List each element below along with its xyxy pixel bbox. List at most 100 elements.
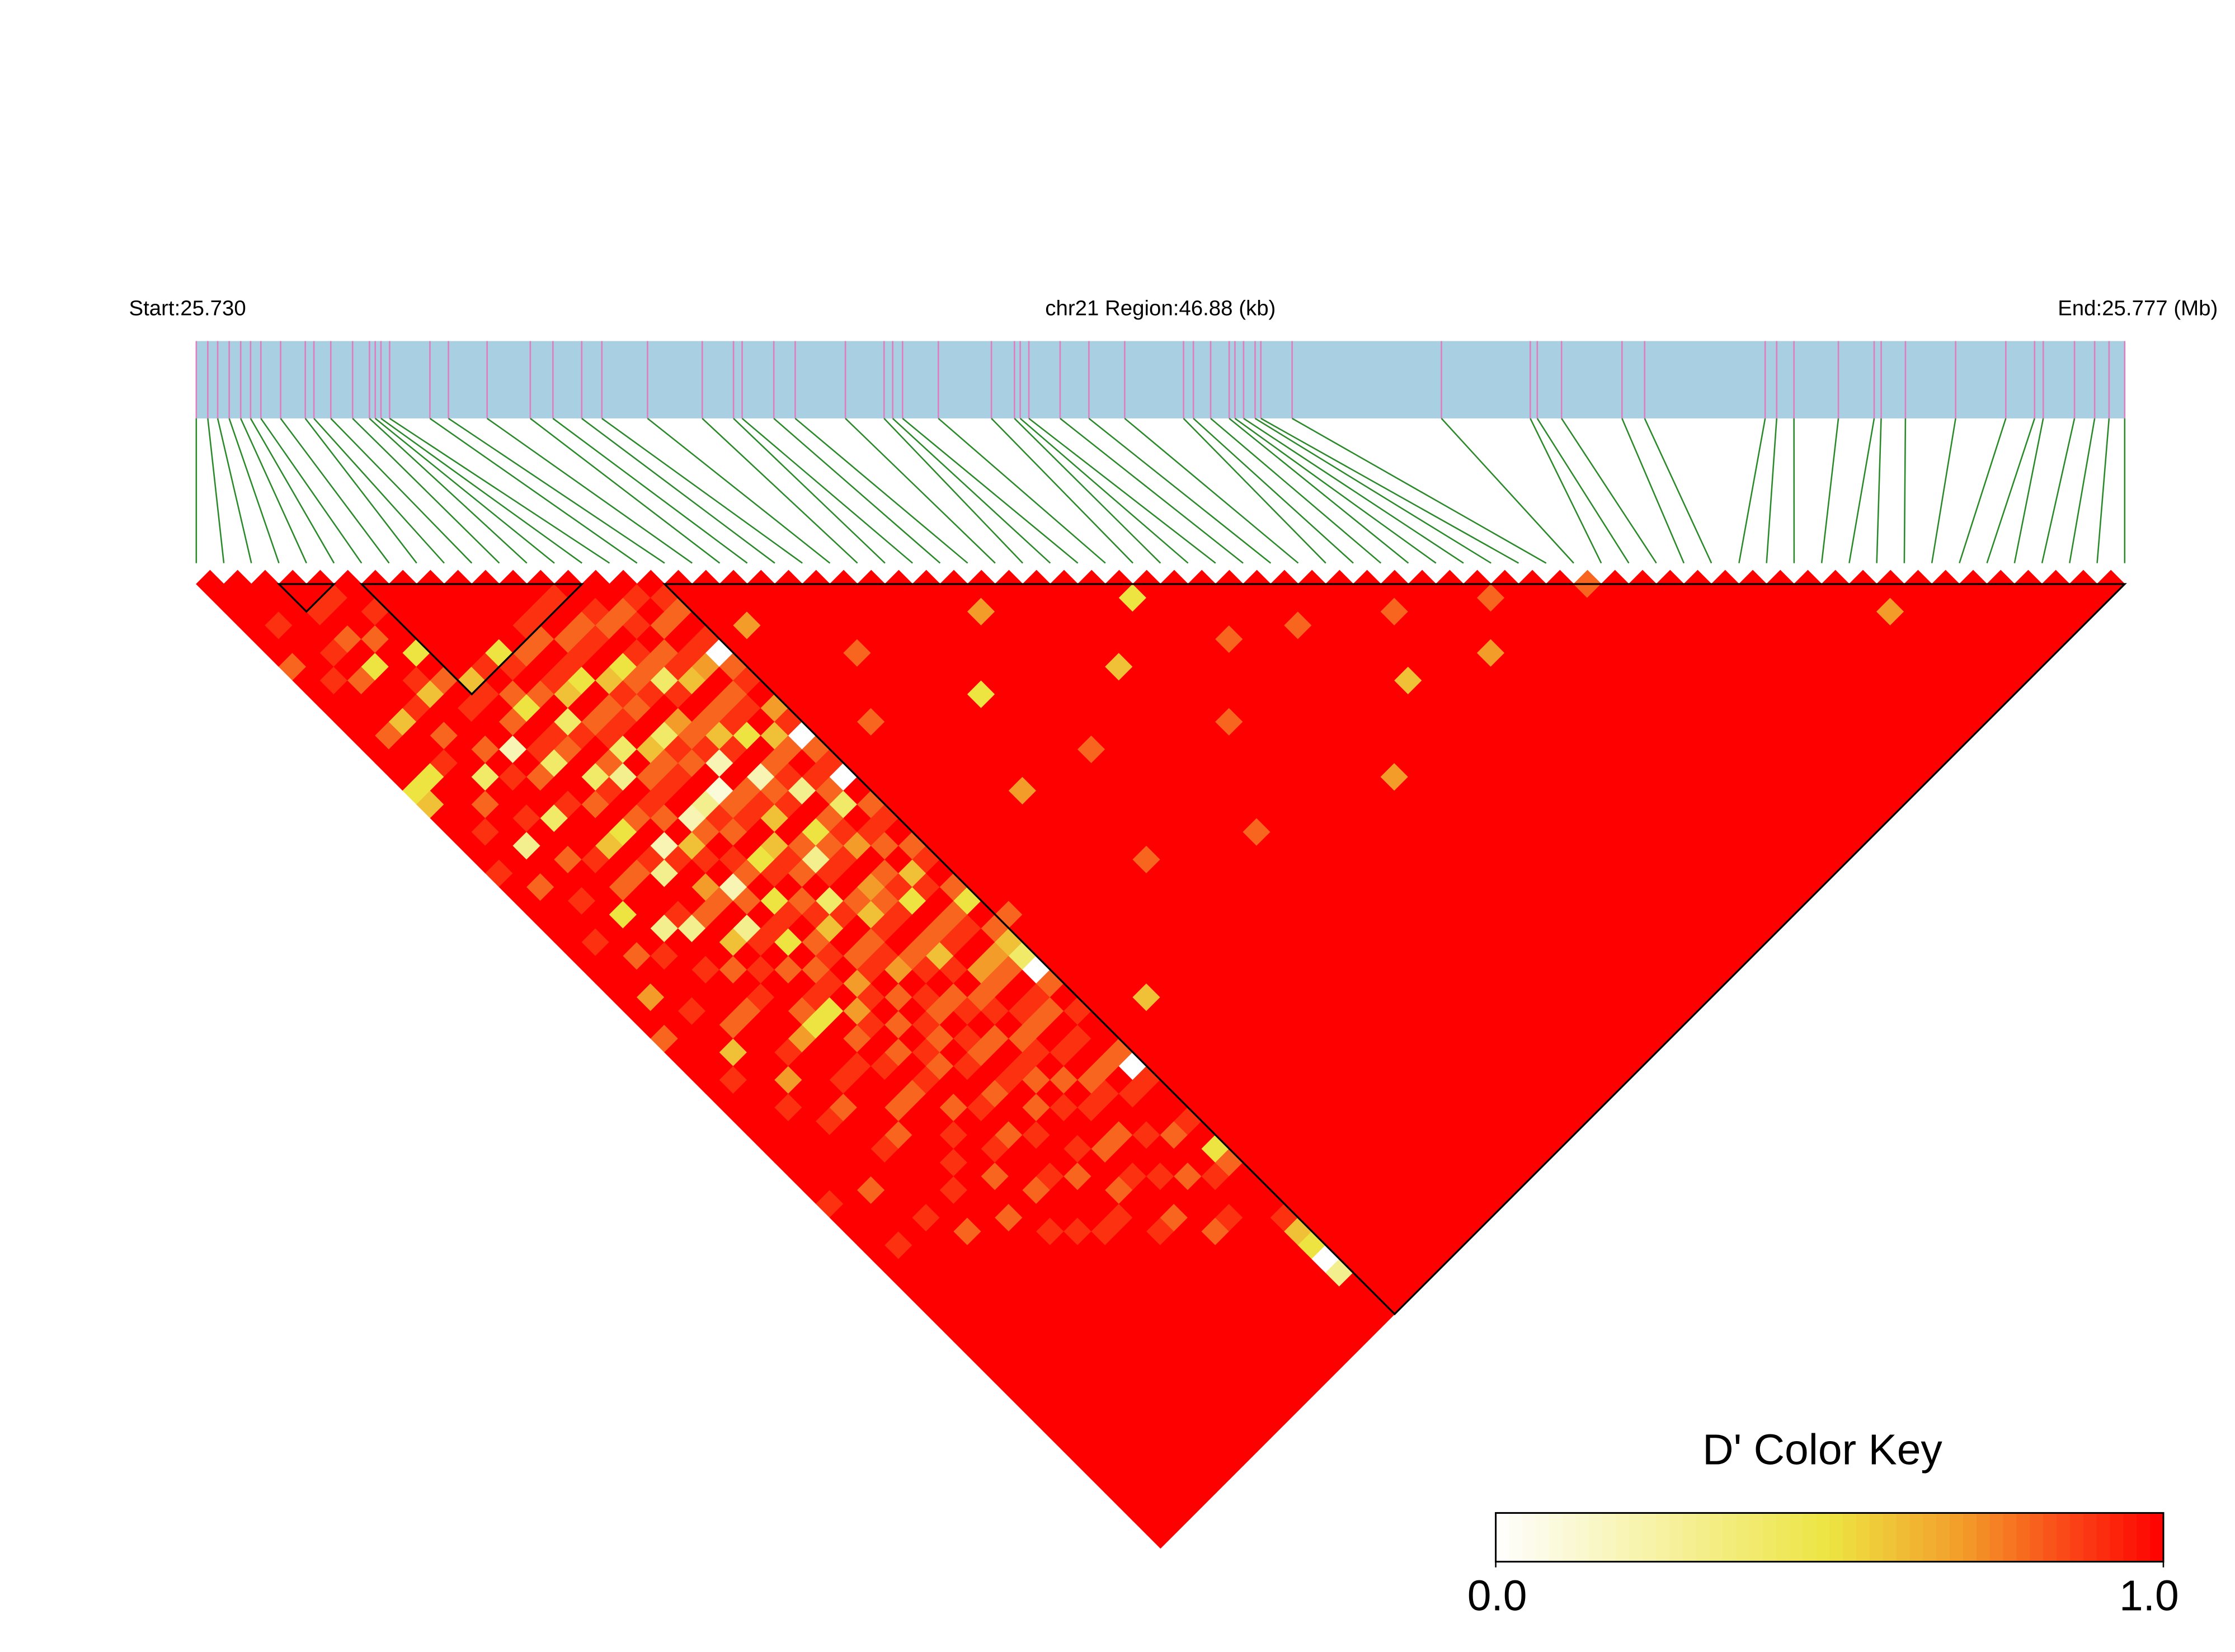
marker-connector: [352, 418, 500, 564]
marker-connector: [1986, 418, 2036, 563]
colorbar-step: [1509, 1513, 1523, 1562]
marker-connector: [1014, 418, 1161, 564]
colorbar-step: [1883, 1513, 1897, 1562]
colorbar-step: [1963, 1513, 1978, 1562]
marker-connector: [1124, 417, 1299, 564]
colorbar-step: [2030, 1513, 2044, 1562]
marker-connector: [1210, 417, 1382, 564]
colorbar-step: [2016, 1513, 2031, 1562]
marker-connector: [2096, 418, 2110, 563]
colorbar-step: [1816, 1513, 1831, 1562]
marker-connector: [1060, 417, 1244, 564]
marker-connector: [733, 417, 886, 564]
colorbar-step: [1896, 1513, 1911, 1562]
ld-block: [662, 583, 2127, 1316]
marker-connector: [1441, 418, 1574, 564]
marker-connector: [228, 418, 280, 563]
marker-connector: [369, 417, 528, 564]
colorbar-step: [1616, 1513, 1630, 1562]
marker-connector: [374, 417, 555, 564]
colorbar-step: [1602, 1513, 1617, 1562]
colorbar-step: [1643, 1513, 1657, 1562]
colorbar-step: [1589, 1513, 1603, 1562]
colorbar-step: [2057, 1513, 2071, 1562]
colorbar-step: [2150, 1513, 2165, 1562]
marker-connector: [1193, 417, 1354, 564]
colorbar-frame: [1495, 1512, 2165, 1563]
colorbar-step: [1869, 1513, 1884, 1562]
colorbar-step: [1762, 1513, 1777, 1562]
marker-connector: [486, 417, 693, 564]
colorbar-step: [1936, 1513, 1951, 1562]
marker-connector: [773, 417, 941, 564]
colorbar-step: [2096, 1513, 2111, 1562]
colorbar-step: [1829, 1513, 1844, 1562]
marker-connector: [845, 418, 996, 564]
marker-connector: [1530, 418, 1602, 564]
colorbar-step: [1789, 1513, 1804, 1562]
ld-block: [359, 583, 585, 696]
colorbar-step: [1923, 1513, 1937, 1562]
marker-connector: [240, 418, 307, 564]
marker-connector: [1291, 417, 1547, 564]
marker-connector: [250, 418, 335, 564]
marker-connector: [883, 418, 1024, 564]
colorbar-step: [1909, 1513, 1924, 1562]
marker-connector: [702, 417, 858, 564]
marker-connector: [1621, 418, 1685, 564]
marker-connector: [2013, 418, 2044, 563]
marker-connector: [1876, 418, 1882, 563]
marker-connector: [304, 418, 417, 564]
marker-connector: [1254, 417, 1491, 564]
colorbar-step: [1856, 1513, 1871, 1562]
colorbar-step: [1950, 1513, 1964, 1562]
colorbar-step: [1736, 1513, 1751, 1562]
colorbar-step: [1696, 1513, 1710, 1562]
colorbar-step: [2083, 1513, 2097, 1562]
marker-connector: [448, 417, 665, 564]
marker-connector: [1644, 418, 1712, 564]
colorbar-step: [1522, 1513, 1537, 1562]
marker-connector: [530, 417, 721, 564]
colorbar-step: [1575, 1513, 1590, 1562]
marker-connector: [1848, 418, 1875, 563]
colorbar-step: [1655, 1513, 1671, 1562]
marker-connector: [330, 418, 473, 564]
colorbar-step: [1989, 1513, 2004, 1562]
colorbar-step: [1629, 1513, 1644, 1562]
marker-connector: [2069, 418, 2096, 563]
marker-connector: [1766, 418, 1778, 563]
marker-connector: [1234, 417, 1437, 564]
colorbar-step: [1803, 1513, 1817, 1562]
ld-block: [276, 583, 337, 613]
chart-title: chr21 Region:46.88 (kb): [1045, 296, 1276, 321]
colorbar-step: [1682, 1513, 1697, 1562]
end-label: End:25.777 (Mb): [2058, 296, 2218, 321]
marker-connector: [1229, 417, 1409, 564]
marker-connector: [260, 418, 363, 564]
marker-connector: [1019, 417, 1189, 564]
colorbar-tick-label: 1.0: [2119, 1572, 2179, 1620]
marker-connector: [1738, 418, 1766, 563]
colorbar-step: [2110, 1513, 2124, 1562]
marker-connector: [902, 417, 1079, 564]
colorbar-title: D' Color Key: [1702, 1425, 1942, 1474]
marker-connector: [217, 418, 252, 563]
marker-connector: [1243, 417, 1464, 564]
marker-connector: [581, 417, 775, 564]
colorbar-step: [2137, 1513, 2151, 1562]
colorbar-step: [2123, 1513, 2138, 1562]
colorbar-step: [2069, 1513, 2085, 1562]
marker-connector: [1183, 418, 1326, 564]
colorbar-step: [1562, 1513, 1577, 1562]
marker-connector: [1088, 417, 1272, 564]
colorbar-step: [1976, 1513, 1991, 1562]
region-bar: [196, 341, 2125, 418]
marker-connector: [1820, 418, 1839, 563]
marker-connector: [313, 418, 445, 564]
marker-connector: [991, 418, 1133, 564]
marker-connector: [429, 417, 638, 564]
marker-connector: [1931, 418, 1956, 563]
marker-connector: [552, 417, 748, 564]
